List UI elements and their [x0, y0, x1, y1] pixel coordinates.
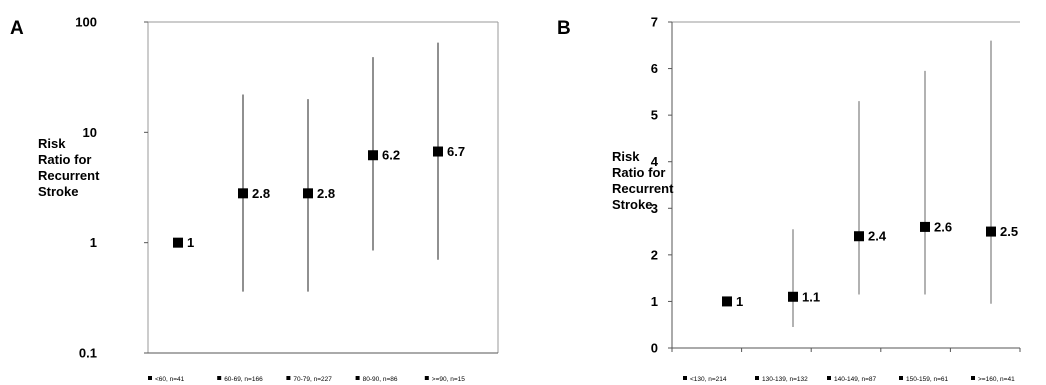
data-label: 6.7: [447, 144, 465, 159]
y-axis-label-line: Recurrent: [612, 181, 674, 196]
y-tick-label: 10: [83, 125, 97, 140]
y-axis-label-line: Stroke: [612, 197, 652, 212]
legend-marker: [755, 376, 759, 380]
data-point: [986, 226, 996, 237]
panel-a: A 0.1 1 10 100 Risk Ratio for Recurrent Stroke 1 2…: [10, 15, 499, 383]
data-label: 2.4: [868, 229, 887, 244]
data-point: [788, 291, 798, 302]
data-point: [368, 150, 378, 161]
y-axis-label-line: Ratio for: [38, 152, 91, 167]
y-tick-label: 2: [651, 247, 658, 262]
y-tick-label: 100: [75, 15, 97, 30]
y-tick-label: 7: [651, 15, 658, 30]
y-tick-label: 4: [651, 154, 659, 169]
y-tick-label: 0.1: [79, 346, 97, 361]
y-axis-label-line: Stroke: [38, 184, 78, 199]
y-tick-label: 5: [651, 108, 658, 123]
legend-marker: [899, 376, 903, 380]
legend-entry: >=160, n=41: [978, 376, 1015, 383]
data-label: 1: [736, 294, 743, 309]
y-axis-label: Risk Ratio for Recurrent Stroke: [38, 136, 100, 199]
legend-marker: [424, 376, 429, 380]
legend-marker: [971, 376, 975, 380]
y-tick-label: 6: [651, 61, 658, 76]
legend-entry: 140-149, n=87: [834, 376, 876, 383]
data-label: 2.8: [317, 186, 335, 201]
y-tick-label: 1: [651, 294, 658, 309]
data-label: 2.6: [934, 219, 952, 234]
data-point: [173, 237, 183, 248]
legend-entry: <130, n=214: [690, 376, 727, 383]
data-point: [920, 221, 930, 232]
panel-letter: A: [10, 18, 24, 39]
legend-entry: >=90, n=15: [432, 376, 465, 383]
y-axis-label: Risk Ratio for Recurrent Stroke: [612, 149, 674, 212]
legend-entry: 60-69, n=166: [224, 376, 263, 383]
legend-marker: [355, 376, 360, 380]
legend-marker: [286, 376, 291, 380]
data-point: [303, 188, 313, 199]
legend-entry: 130-139, n=132: [762, 376, 808, 383]
data-label: 1.1: [802, 289, 820, 304]
data-point: [854, 231, 864, 242]
y-tick-label: 3: [651, 201, 658, 216]
data-point: [722, 296, 732, 307]
legend-entry: <60, n=41: [155, 376, 185, 383]
data-label: 1: [187, 235, 194, 250]
y-axis-label-line: Ratio for: [612, 165, 665, 180]
data-label: 2.8: [252, 186, 270, 201]
legend-marker: [683, 376, 687, 380]
y-tick-label: 1: [90, 235, 97, 250]
legend-entry: 70-79, n=227: [293, 376, 332, 383]
legend-entry: 150-159, n=61: [906, 376, 948, 383]
data-label: 6.2: [382, 148, 400, 163]
data-label: 2.5: [1000, 224, 1018, 239]
legend-marker: [827, 376, 831, 380]
data-point: [238, 188, 248, 199]
panel-letter: B: [557, 18, 571, 39]
legend-marker: [148, 376, 152, 380]
legend-entry: 80-90, n=86: [363, 376, 398, 383]
y-axis-label-line: Risk: [612, 149, 640, 164]
legend-marker: [217, 376, 222, 380]
data-point: [433, 146, 443, 157]
y-axis-label-line: Risk: [38, 136, 66, 151]
panel-b: B 0 1 2 3 4 5 6 7 Risk Ratio for Recurrent Stroke 1 1.…: [557, 15, 1021, 383]
y-tick-label: 0: [651, 341, 658, 356]
y-axis-label-line: Recurrent: [38, 168, 100, 183]
